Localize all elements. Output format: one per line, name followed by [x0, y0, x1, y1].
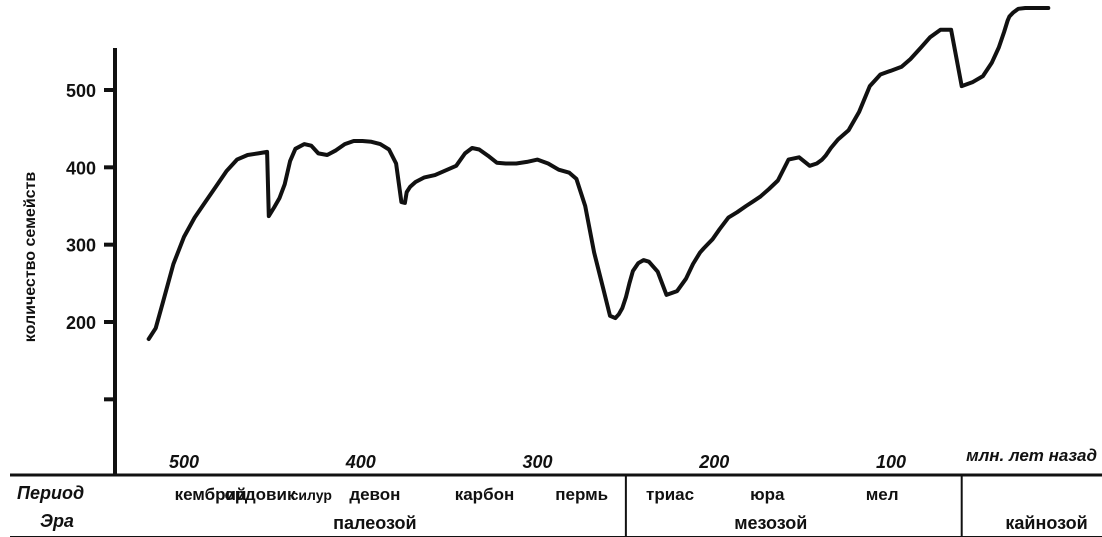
era-label: мезозой: [734, 513, 807, 533]
x-tick-label: 500: [169, 452, 199, 472]
period-label: пермь: [555, 485, 608, 504]
period-label: силур: [291, 487, 332, 503]
x-tick-label: 300: [522, 452, 552, 472]
era-row-label: Эра: [40, 511, 74, 531]
period-label: триас: [646, 485, 694, 504]
era-label: палеозой: [333, 513, 416, 533]
x-ticks-group: 500 400 300 200 100: [169, 452, 906, 472]
y-axis-title: количество семейств: [22, 172, 39, 343]
series-line-families: [146, 6, 1051, 341]
x-tick-label: 200: [698, 452, 729, 472]
period-label: мел: [866, 485, 899, 504]
y-ticks-group: 500 400 300 200: [66, 81, 115, 402]
y-tick-label: 200: [66, 313, 96, 333]
period-label: юра: [750, 485, 785, 504]
y-tick-label: 300: [66, 236, 96, 256]
period-label: девон: [349, 485, 400, 504]
x-tick-label: 100: [876, 452, 906, 472]
period-row-label: Период: [17, 483, 84, 503]
x-tick-label: 400: [345, 452, 376, 472]
y-tick-label: 500: [66, 81, 96, 101]
era-boundaries: [624, 475, 963, 537]
period-label: ордовик: [225, 485, 296, 504]
era-labels: палеозой мезозой кайнозой: [333, 513, 1088, 533]
axes-group: [10, 48, 1102, 537]
y-tick-label: 400: [66, 158, 96, 178]
era-label: кайнозой: [1005, 513, 1087, 533]
period-label: кембрий: [175, 485, 247, 504]
x-unit-label: млн. лет назад: [966, 446, 1097, 465]
period-label: карбон: [455, 485, 515, 504]
